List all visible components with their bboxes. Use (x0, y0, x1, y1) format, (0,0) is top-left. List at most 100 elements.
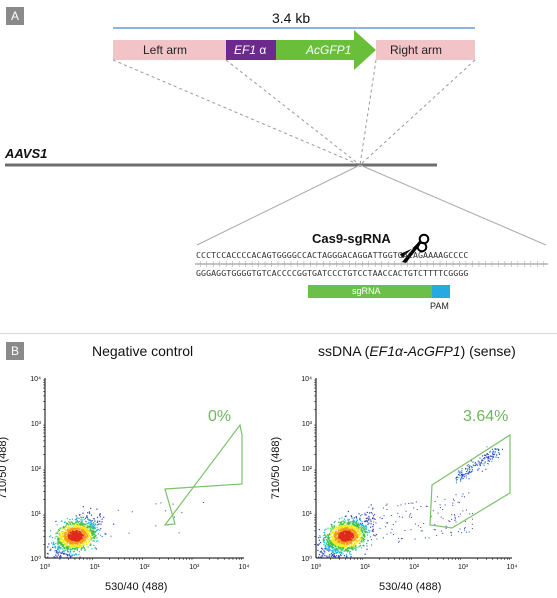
plot1-point (77, 543, 79, 545)
plot1-point (78, 523, 80, 525)
plot2-point (341, 536, 343, 538)
plot1-point (58, 541, 60, 544)
plot1-point (92, 525, 94, 528)
plot2-point (347, 525, 349, 527)
plot1-point (81, 536, 83, 538)
plot2-point (332, 555, 334, 558)
plot1-point (58, 542, 60, 544)
plot1-point (64, 538, 66, 540)
plot1-point (84, 549, 86, 551)
plot2-point (352, 538, 354, 540)
plot2-point (333, 541, 335, 544)
plot2-point (371, 544, 373, 546)
plot-title-ssdna-prefix: ssDNA ( (318, 343, 370, 359)
plot2-point (372, 530, 374, 532)
plot1-point (75, 546, 77, 548)
plot1-point (54, 544, 56, 546)
plot2-point (493, 456, 495, 458)
plot1-point (78, 537, 80, 539)
plot2-point (341, 532, 343, 534)
plot2-point (461, 474, 463, 476)
plot2-point (468, 468, 470, 470)
plot2-point (350, 536, 352, 538)
plot1-ytick: 10³ (31, 421, 42, 428)
plot1-point (64, 547, 66, 549)
plot2-point (356, 520, 358, 522)
plot2-point (331, 537, 334, 539)
plot1-point (82, 536, 84, 539)
plot2-point (330, 555, 332, 557)
plot2-point (340, 554, 342, 557)
plot1-point (69, 523, 71, 525)
plot1-point (93, 528, 95, 530)
plot2-point (320, 550, 322, 552)
plot1-point (74, 544, 76, 546)
plot1-point (72, 528, 74, 530)
plot2-point (345, 544, 348, 546)
plot1-point (85, 534, 87, 536)
plot2-point (462, 510, 464, 512)
plot1-point (69, 540, 71, 542)
plot1-point (181, 512, 183, 514)
plot2-point (334, 520, 336, 523)
plot2-point (478, 461, 480, 463)
plot1-point (91, 527, 93, 529)
plot1-point (76, 549, 78, 551)
plot2-point (354, 526, 357, 528)
plot1-point (77, 538, 79, 540)
plot1-point (69, 548, 71, 550)
plot2-point (349, 535, 351, 538)
plot2-point (360, 524, 362, 526)
plot2-point (360, 538, 362, 540)
plot2-point (360, 522, 362, 524)
plot2-point (476, 464, 478, 466)
plot2-point (353, 524, 355, 526)
plot2-point (352, 546, 354, 548)
plot2-point (345, 527, 347, 529)
plot2-point (474, 462, 476, 464)
plot1-point (63, 548, 65, 550)
plot1-point (84, 517, 87, 519)
plot1-point (64, 549, 67, 551)
plot2-point (339, 543, 341, 546)
plot2-point (485, 468, 487, 470)
plot1-point (75, 533, 77, 535)
plot1-point (49, 549, 51, 552)
plot1-point (79, 525, 82, 527)
plot2-point (356, 534, 359, 536)
plot1-point (75, 522, 77, 524)
plot2-point (337, 540, 339, 543)
plot2-point (334, 533, 336, 536)
plot1-point (70, 524, 72, 527)
plot1-point (89, 519, 91, 521)
plot2-point (353, 544, 355, 546)
plot2-point (345, 537, 347, 539)
plot2-point (347, 518, 349, 520)
plot2-point (355, 528, 357, 530)
plot2-point (343, 518, 345, 520)
plot2-point (339, 552, 341, 554)
plot2-point (340, 540, 342, 542)
plot2-point (355, 527, 358, 529)
plot1-point (77, 525, 79, 527)
plot2-point (335, 544, 337, 546)
plot2-point (344, 544, 346, 547)
plot2-point (335, 548, 338, 551)
plot1-point (97, 524, 99, 526)
plot2-point (354, 525, 357, 527)
plot2-point (352, 535, 354, 537)
plot1-point (80, 538, 82, 540)
plot2-point (333, 546, 335, 549)
plot1-point (84, 523, 86, 525)
plot2-point (333, 555, 335, 558)
plot2-point (371, 530, 373, 532)
plot2-point (342, 521, 344, 523)
plot2-point (410, 529, 412, 531)
plot2-point (349, 538, 351, 540)
plot2-point (336, 552, 338, 554)
plot2-point (334, 536, 336, 538)
plot1-point (71, 549, 73, 551)
plot-title-negative-text: Negative control (92, 343, 194, 359)
plot1-point (87, 525, 89, 527)
plot2-point (367, 523, 369, 525)
